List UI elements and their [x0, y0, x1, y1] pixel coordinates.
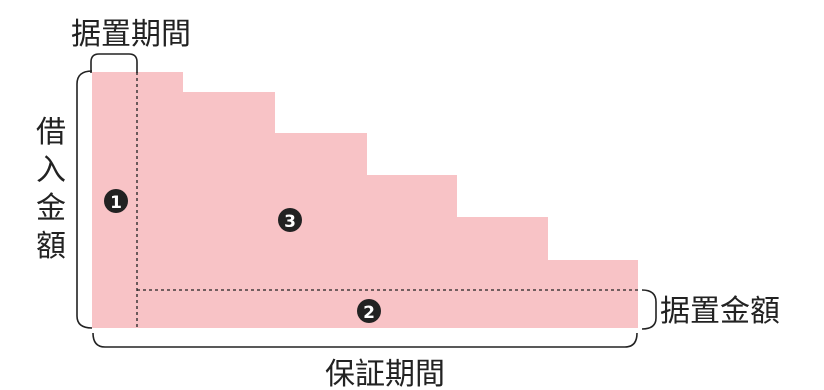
guarantee-period-bracket [92, 332, 638, 348]
grace-period-bracket [90, 53, 138, 73]
loan-amount-bracket [76, 70, 93, 329]
loan-amount-char: 額 [36, 229, 66, 264]
marker-2-number: 2 [363, 303, 375, 323]
marker-2-circle [357, 299, 381, 323]
loan-amount-char: 借 [36, 115, 66, 150]
grace-amount-bracket [641, 289, 657, 330]
loan-amount-char: 入 [36, 153, 66, 188]
loan-amount-label: 借 入 金 額 [36, 115, 66, 264]
marker-3: 3 [278, 208, 302, 232]
marker-1-number: 1 [110, 193, 122, 213]
grace-amount-label: 据置金額 [660, 294, 780, 329]
marker-3-circle [278, 208, 302, 232]
marker-2: 2 [357, 299, 381, 323]
marker-3-number: 3 [284, 212, 296, 232]
loan-amount-char: 金 [36, 191, 66, 226]
marker-1: 1 [104, 189, 128, 213]
marker-1-circle [104, 189, 128, 213]
grace-period-label: 据置期間 [71, 17, 191, 52]
guarantee-period-label: 保証期間 [325, 357, 445, 390]
balance-area [92, 72, 638, 328]
